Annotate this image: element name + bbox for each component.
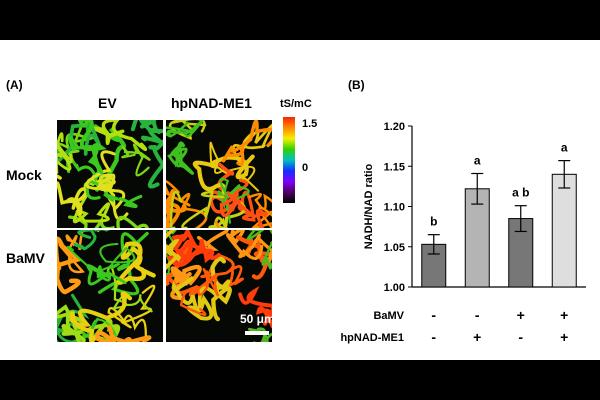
factor-sign: + [560,329,568,345]
micrograph-ev-bamv [57,230,163,342]
factor-sign: - [431,329,436,345]
cell-outline [166,230,183,271]
colorbar-unit: tS/mC [280,98,312,110]
cell-outline [72,178,111,224]
significance-letter: a b [512,186,529,200]
cell-outline [246,230,272,270]
cell-outline [91,150,129,221]
cell-outline [210,256,232,322]
cell-outline [86,264,127,286]
factor-sign: + [560,307,568,323]
cell-outline [107,284,156,340]
col-header-ev: EV [98,95,117,111]
factor-name: hpNAD-ME1 [340,332,404,344]
factor-sign: + [473,329,481,345]
factor-name: BaMV [373,310,404,322]
cell-outline [69,291,133,342]
scale-bar [245,331,269,335]
colorbar-max: 1.5 [302,118,318,130]
panel-b-label: (B) [348,78,365,92]
col-header-hpnad: hpNAD-ME1 [171,95,252,111]
significance-letter: b [430,215,437,229]
cell-outline [77,120,107,175]
row-header-mock: Mock [6,167,42,183]
factor-sign: + [517,307,525,323]
cell-outline [73,230,111,251]
bar [551,173,577,288]
significance-letter: a [561,141,568,155]
bar-chart: 1.00 1.05 1.10 1.15 1.20 NADH/NAD ratio b a a b a… [340,121,586,345]
cell-outline [166,120,204,138]
cell-outline [238,285,272,329]
cell-outline [138,120,163,189]
factor-sign: - [431,307,436,323]
cell-outline [121,143,151,177]
y-tick-label: 1.15 [384,161,405,173]
factor-sign: - [518,329,523,345]
micrograph-hpnad-mock [166,120,272,228]
colorbar-min: 0 [302,162,309,174]
y-tick-label: 1.20 [384,121,405,133]
cell-outline [167,141,194,175]
cell-outline [93,120,148,152]
cell-outline [68,215,149,228]
cell-outline [192,154,255,196]
cell-outline [219,190,268,228]
cell-outline [221,120,272,167]
cell-outline [248,192,272,228]
cell-outline [130,120,163,144]
cell-outline [106,265,153,313]
y-axis-label: NADH/NAD ratio [363,163,375,249]
significance-letter: a [474,153,481,167]
y-tick-label: 1.10 [384,202,405,214]
cell-outline [57,293,90,342]
cell-outline [238,233,272,265]
cell-outline [57,236,83,295]
panel-a-label: (A) [6,78,23,92]
row-header-bamv: BaMV [6,250,45,266]
cell-outline-texture [166,120,272,228]
y-tick-label: 1.00 [384,282,405,294]
cell-outline [169,190,225,228]
cell-outline [179,268,220,316]
cell-outline [57,132,73,174]
cell-outline-texture [57,120,163,228]
cell-outline [57,304,86,342]
cell-outline-texture [166,230,272,342]
y-tick-label: 1.05 [384,242,405,254]
cell-outline-texture [57,230,156,342]
cell-outline [66,135,101,183]
cell-outline [188,230,246,257]
factor-sign: - [475,307,480,323]
cell-outline [85,169,116,192]
scale-bar-label: 50 μm [240,312,275,326]
micrograph-hpnad-bamv [166,230,272,342]
cell-outline [95,324,152,342]
colorbar [283,117,295,203]
cell-outline [171,230,221,263]
micrograph-ev-mock [57,120,163,228]
cell-outline [116,241,156,285]
cell-outline [208,201,247,228]
figure: (A) EV hpNAD-ME1 Mock BaMV 50 μm tS/mC 1… [0,40,600,360]
